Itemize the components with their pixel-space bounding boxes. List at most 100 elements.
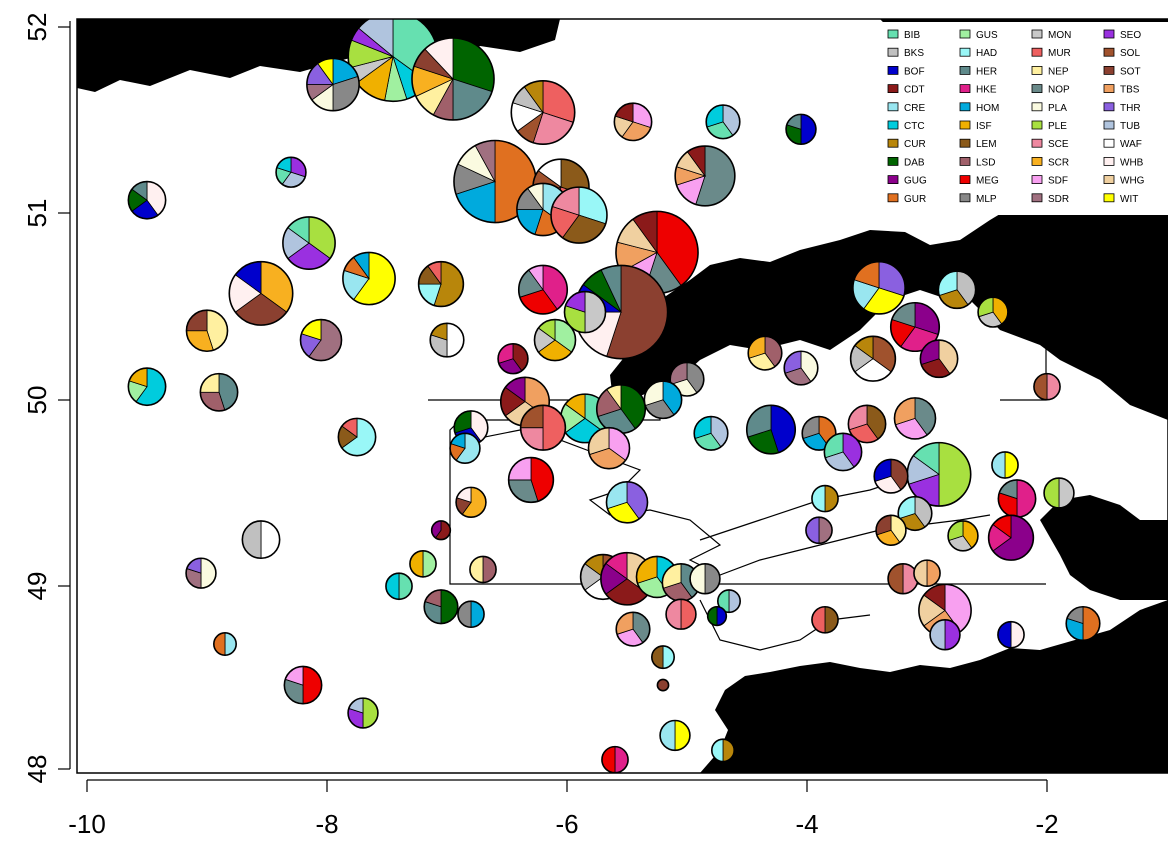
legend-label: MEG [976, 176, 999, 187]
y-tick-label: 50 [22, 386, 52, 415]
pie-outline [919, 339, 959, 379]
legend-swatch [1031, 66, 1043, 75]
pie-outline [517, 264, 569, 315]
pie-outline [199, 372, 239, 412]
pie-outline [455, 486, 487, 519]
legend-swatch [959, 47, 971, 57]
x-tick-label: -10 [68, 809, 106, 839]
pie-outline [674, 145, 736, 207]
pie-outline [643, 380, 683, 420]
pie-chart [127, 367, 167, 407]
land-layer [77, 19, 1168, 773]
legend-label: GUR [904, 194, 926, 205]
pie-outline [457, 600, 485, 629]
pie-chart [689, 563, 721, 595]
legend-label: CDT [904, 85, 925, 96]
pie-outline [213, 632, 237, 657]
x-tick-label: -2 [1035, 809, 1058, 839]
pie-chart [457, 600, 485, 629]
pie-outline [783, 350, 819, 386]
legend-swatch [959, 29, 971, 39]
pie-chart [615, 611, 651, 647]
legend-swatch [959, 156, 971, 166]
pie-outline [849, 335, 897, 382]
pie-outline [605, 480, 649, 524]
pie-chart [550, 186, 608, 244]
pie-outline [873, 458, 909, 494]
pie-chart [601, 745, 629, 773]
pie-outline [745, 404, 797, 455]
pie-outline [299, 318, 343, 362]
pie-chart [711, 738, 735, 763]
pie-outline [185, 309, 229, 353]
legend-swatch [959, 193, 971, 203]
pie-chart [430, 520, 452, 541]
legend-swatch [959, 175, 971, 185]
legend-swatch [1103, 102, 1115, 112]
pie-chart [849, 335, 897, 382]
pie-chart [745, 404, 797, 455]
x-tick-label: -8 [315, 809, 338, 839]
pie-outline [587, 426, 631, 470]
land-ireland [77, 19, 560, 92]
pie-outline [283, 665, 323, 705]
pie-outline [550, 186, 608, 244]
pie-outline [347, 697, 379, 729]
legend-label: LSD [976, 157, 995, 168]
legend-swatch [887, 84, 899, 93]
pie-chart [497, 342, 529, 375]
legend-label: TBS [1120, 85, 1140, 96]
depth-contour [459, 419, 991, 576]
plot-frame [76, 18, 1168, 774]
legend-label: ISF [976, 121, 992, 132]
legend-swatch [1103, 175, 1115, 185]
legend-label: SOT [1120, 66, 1141, 77]
pie-chart [517, 264, 569, 315]
pie-chart [282, 216, 336, 270]
pie-chart [587, 426, 631, 470]
pie-outline [811, 605, 839, 634]
pie-chart [507, 456, 555, 504]
legend-label: GUS [976, 30, 998, 41]
legend-swatch [1031, 175, 1043, 185]
legend-label: HKE [976, 85, 997, 96]
pie-outline [127, 180, 167, 220]
legend-label: SCR [1048, 157, 1069, 168]
pie-chart [533, 318, 577, 362]
pie-outline [875, 514, 907, 547]
x-tick-label: -4 [795, 809, 818, 839]
pie-chart [417, 260, 465, 308]
legend-swatch [887, 29, 899, 39]
pie-outline [449, 432, 481, 464]
pie-chart [937, 270, 977, 310]
legend-swatch [1103, 29, 1115, 39]
pie-chart [519, 404, 567, 451]
pie-outline [510, 80, 576, 146]
pie-chart [283, 665, 323, 705]
legend-swatch [887, 66, 899, 75]
pie-chart [693, 415, 729, 451]
pie-outline [1043, 477, 1075, 509]
pie-chart [385, 572, 413, 601]
pie-chart [665, 598, 697, 630]
pie-outline [747, 335, 783, 371]
legend-label: LEM [976, 139, 997, 150]
pie-chart [469, 555, 497, 584]
legend-swatch [959, 84, 971, 93]
legend-label: BOF [904, 66, 925, 77]
x-tick-label: -6 [555, 809, 578, 839]
legend-swatch [1031, 47, 1043, 57]
legend-swatch [959, 138, 971, 148]
pie-outline [811, 484, 839, 513]
legend-swatch [887, 175, 899, 185]
pie-outline [519, 404, 567, 451]
pie-chart [875, 514, 907, 547]
legend-swatch [887, 102, 899, 112]
legend-swatch [1031, 29, 1043, 39]
pie-outline [823, 432, 863, 472]
pie-outline [689, 563, 721, 595]
legend-swatch [959, 102, 971, 112]
legend-label: TUB [1120, 121, 1140, 132]
legend-swatch [1103, 47, 1115, 57]
pie-chart [241, 520, 281, 560]
